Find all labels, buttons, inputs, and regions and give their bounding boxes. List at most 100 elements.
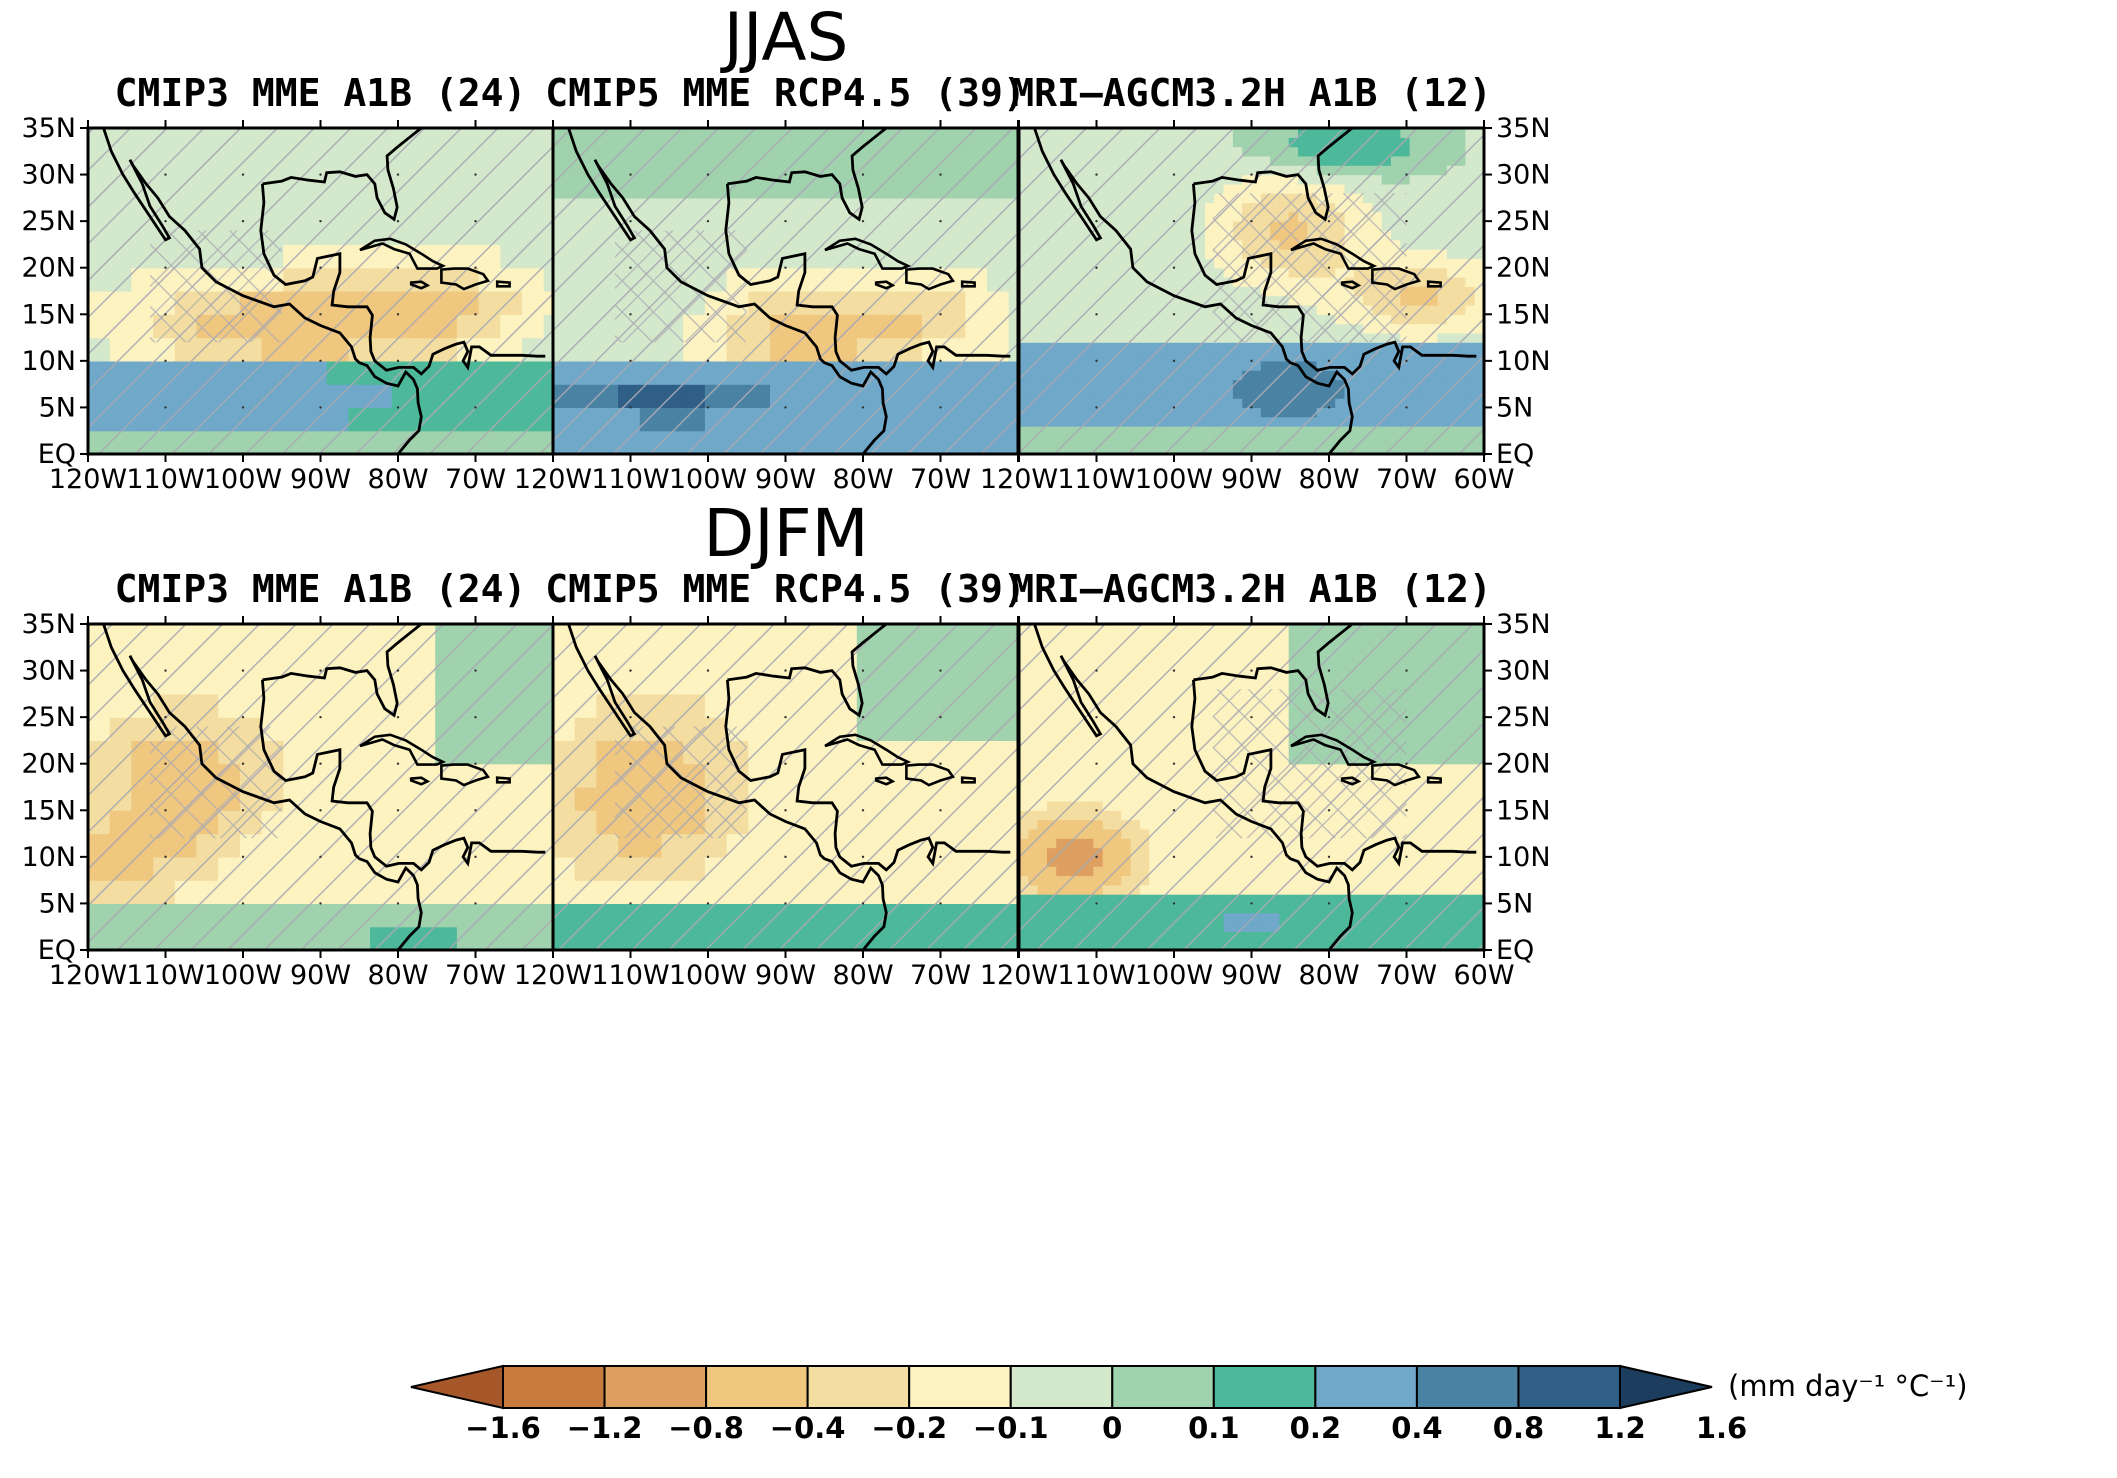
coastline [102,624,423,950]
grid-dot [396,313,400,316]
x-tick-label: 110W [126,464,204,495]
field-cmip5_jjas [553,128,1018,454]
grid-dot [474,669,477,672]
grid-dot [241,219,245,223]
grid-dot [1250,219,1253,223]
grid-dot [706,809,710,812]
grid-dot [396,855,400,859]
grid-dot [319,762,322,765]
grid-dot [474,715,477,719]
grid-dot [164,809,167,812]
grid-dot [629,855,632,859]
grid-dot [396,219,400,223]
grid-dot [396,809,400,812]
y-tick-label-right: 20N [1496,253,1551,284]
coastline [727,624,888,718]
grid-dot [939,855,942,859]
island-outline [440,267,490,291]
grid-dot [784,669,787,672]
grid-dot [784,762,787,765]
grid-dot [861,855,865,859]
coastline [262,624,423,718]
map-panel-cmip5_djfm: CMIP5 MME RCP4.5 (39) [545,567,1026,958]
grid-dot [241,809,245,812]
grid-dot [861,669,865,672]
island-outline [495,280,511,288]
grid-dot [939,715,942,719]
grid-dot [241,173,245,176]
x-tick-label: 70W [910,464,971,495]
grid-dot [164,715,167,719]
grid-dot [784,715,787,719]
y-tick-label-right: 25N [1496,206,1551,237]
x-tick-label: 120W [514,464,592,495]
grid-dot [939,173,942,176]
coastline [259,679,546,872]
y-tick-label-right: 5N [1496,392,1533,423]
grid-dot [1172,173,1176,176]
grid-dot [784,173,787,176]
grid-dot [164,406,167,409]
grid-dot [1095,406,1098,409]
grid-dot [939,406,942,409]
y-tick-label-left: EQ [38,439,76,470]
grid-dot [241,313,245,316]
coastline [1033,128,1354,454]
grid-dot [1172,313,1176,316]
grid-dot [861,266,865,269]
crosshatch-overlay [615,726,747,839]
grid-dot [1405,173,1408,176]
x-tick-label: 110W [591,464,669,495]
grid-dot [396,266,400,269]
grid-dot [939,359,942,363]
grid-dot [629,669,632,672]
grid-dot [1172,406,1176,409]
y-tick-label-right: 15N [1496,299,1551,330]
grid-dot [784,855,787,859]
grid-dot [164,359,167,363]
grid-dot [1095,173,1098,176]
coastline [1193,128,1354,222]
grid-dot [241,266,245,269]
grid-dot [706,313,710,316]
grid-dot [396,406,400,409]
season-title: DJFM [703,495,868,572]
grid-dot [1172,359,1176,363]
island-outline [874,776,896,786]
grid-dot [1250,313,1253,316]
grid-dot [629,809,632,812]
field-cmip3_jjas [88,128,553,454]
crosshatch-overlay [150,230,282,343]
y-tick-label-left: 10N [21,346,76,377]
grid-dot [319,219,322,223]
grid-dot [629,219,632,223]
map-panel-cmip5_jjas: CMIP5 MME RCP4.5 (39) [545,71,1026,462]
y-tick-label-left: 25N [21,206,76,237]
grid-dot [706,173,710,176]
grid-dot [629,902,632,905]
x-tick-label: 80W [1298,464,1359,495]
grid-dot [939,762,942,765]
grid-dot [1172,219,1176,223]
grid-dot [861,359,865,363]
y-tick-label-right: EQ [1496,439,1534,470]
crosshatch-overlay [150,726,282,839]
island-outline [359,237,447,270]
grid-dot [1327,359,1331,363]
grid-dot [241,902,245,905]
coastline [727,128,888,222]
x-tick-label: 100W [669,464,747,495]
y-tick-label-right: 10N [1496,346,1551,377]
grid-dot [784,359,787,363]
grid-dot [1250,173,1253,176]
grid-dot [319,809,322,812]
grid-dot [396,669,400,672]
grid-dot [629,173,632,176]
map-panel-cmip3_djfm: CMIP3 MME A1B (24) [86,567,555,958]
grid-dot [319,669,322,672]
y-tick-label-left: 35N [21,113,76,144]
grid-dot [1250,406,1253,409]
x-tick-label: 90W [1221,464,1282,495]
panel-title: CMIP3 MME A1B (24) [115,71,527,115]
grid-dot [396,359,400,363]
